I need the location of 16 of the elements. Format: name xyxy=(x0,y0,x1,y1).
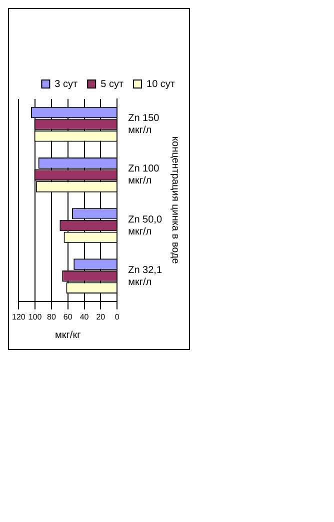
y-tick-label: Zn 50,0 мкг/л xyxy=(128,214,162,238)
x-tick-label: 20 xyxy=(96,312,106,322)
x-tick-label: 60 xyxy=(63,312,73,322)
y-tick-label: Zn 150 мкг/л xyxy=(128,113,160,136)
x-tick-label: 100 xyxy=(28,312,42,322)
x-axis-title: мкг/кг xyxy=(55,330,82,341)
x-tick-label: 40 xyxy=(80,312,90,322)
y-tick-label: Zn 32,1 мкг/л xyxy=(128,264,162,288)
x-tick-label: 120 xyxy=(12,312,26,322)
legend-label: 5 сут xyxy=(100,78,124,90)
y-axis-title: концентрация цинка в воде xyxy=(169,136,180,264)
legend-label: 10 сут xyxy=(146,78,176,90)
legend-label: 3 сут xyxy=(54,78,78,90)
y-tick-label: Zn 100 мкг/л xyxy=(128,164,160,187)
x-tick-label: 0 xyxy=(114,312,120,322)
x-tick-label: 80 xyxy=(47,312,56,322)
